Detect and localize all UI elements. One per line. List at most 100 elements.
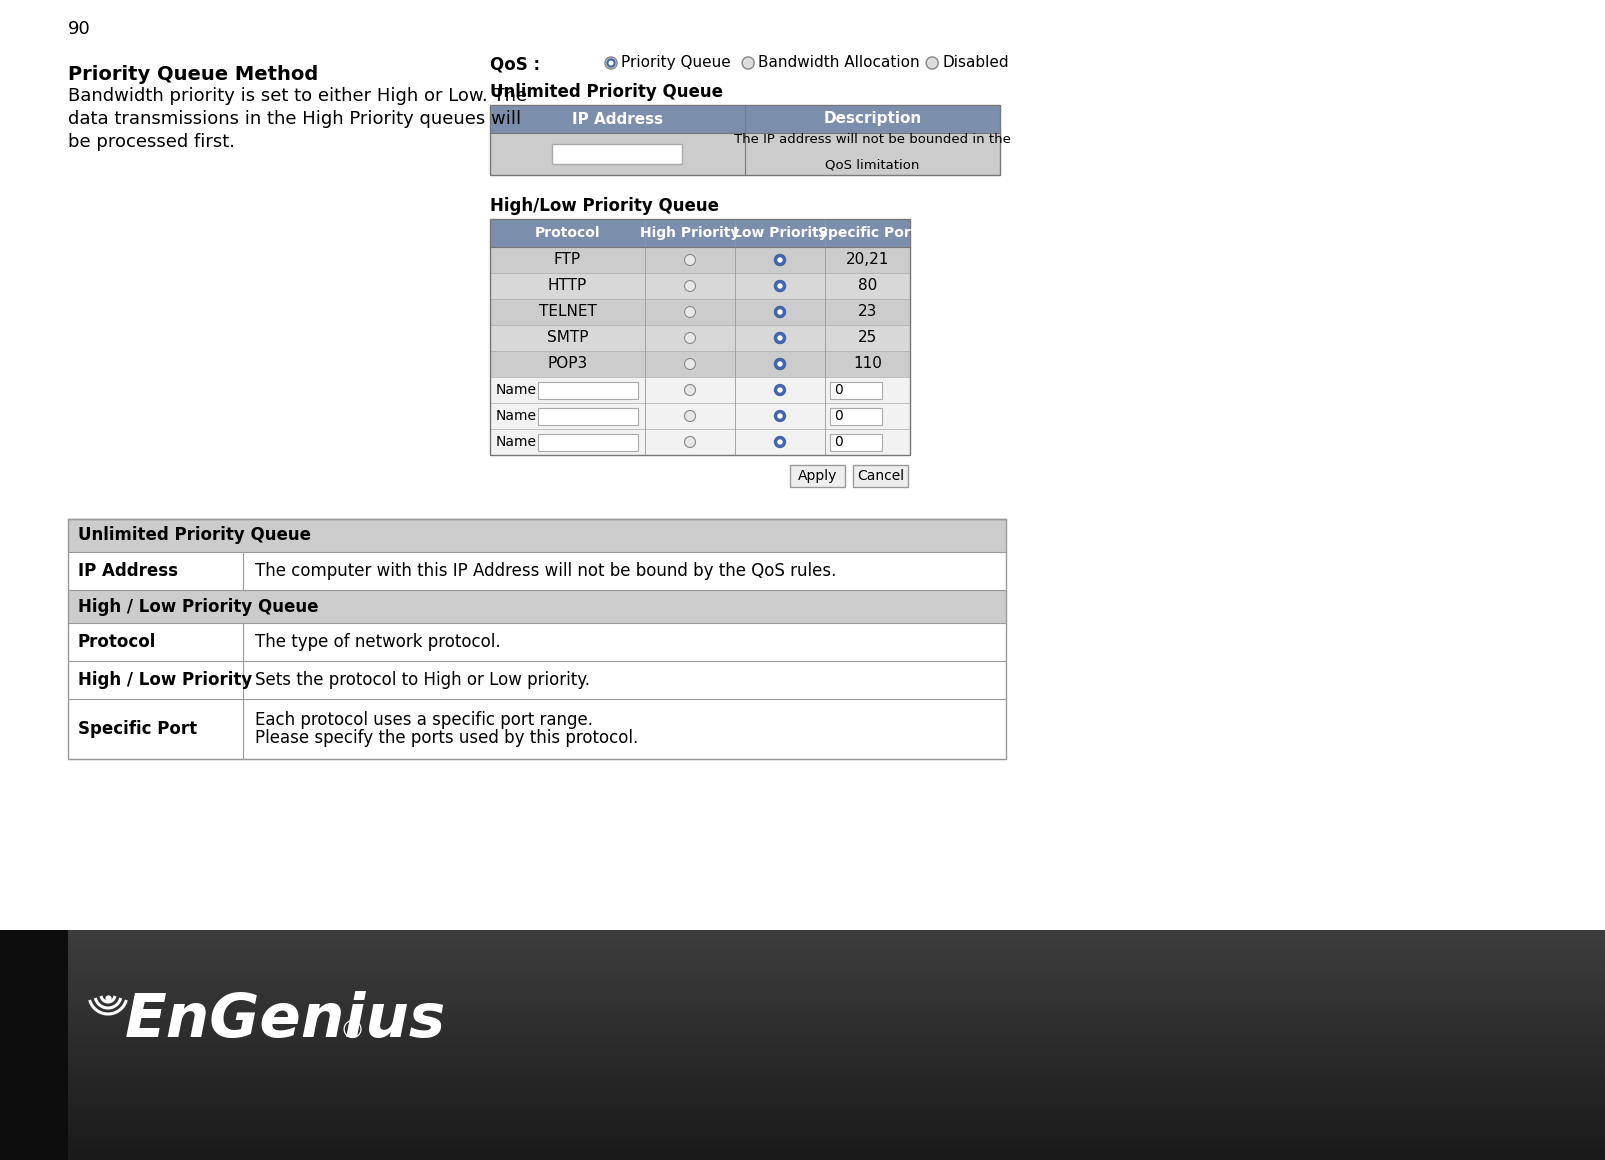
Text: 0: 0	[833, 383, 843, 397]
Text: Sets the protocol to High or Low priority.: Sets the protocol to High or Low priorit…	[255, 670, 589, 689]
Circle shape	[684, 254, 695, 266]
Text: IP Address: IP Address	[571, 111, 663, 126]
Bar	[790, 465, 844, 487]
Circle shape	[774, 281, 785, 291]
Bar	[67, 661, 1005, 699]
Bar	[490, 273, 645, 299]
Circle shape	[926, 57, 937, 68]
Text: SMTP: SMTP	[546, 331, 587, 346]
Bar	[67, 552, 1005, 590]
Text: Disabled: Disabled	[942, 55, 1008, 70]
Text: IP Address: IP Address	[79, 561, 178, 580]
Bar	[67, 623, 1005, 661]
Text: 20,21: 20,21	[846, 253, 889, 268]
Bar	[852, 465, 907, 487]
Bar	[825, 429, 910, 455]
Bar	[735, 377, 825, 403]
Bar	[490, 351, 645, 377]
Bar	[825, 219, 910, 247]
Text: 25: 25	[857, 331, 876, 346]
Bar	[825, 377, 910, 403]
Bar	[538, 382, 637, 399]
Bar	[825, 325, 910, 351]
Bar	[490, 247, 645, 273]
Text: Please specify the ports used by this protocol.: Please specify the ports used by this pr…	[255, 728, 637, 747]
Bar	[825, 351, 910, 377]
Bar	[490, 219, 910, 455]
Text: 80: 80	[857, 278, 876, 293]
Text: High/Low Priority Queue: High/Low Priority Queue	[490, 197, 719, 215]
Bar	[67, 519, 1005, 552]
Text: EnGenius: EnGenius	[125, 991, 446, 1050]
Text: QoS limitation: QoS limitation	[825, 158, 920, 171]
Text: Each protocol uses a specific port range.: Each protocol uses a specific port range…	[255, 711, 592, 728]
Bar	[825, 273, 910, 299]
Text: Apply: Apply	[798, 469, 836, 483]
Bar	[645, 219, 735, 247]
Text: POP3: POP3	[547, 356, 587, 371]
Bar	[645, 325, 735, 351]
Circle shape	[777, 440, 782, 444]
Circle shape	[774, 333, 785, 343]
Circle shape	[608, 61, 613, 65]
Circle shape	[777, 336, 782, 340]
Text: data transmissions in the High Priority queues will: data transmissions in the High Priority …	[67, 110, 520, 128]
Bar	[735, 219, 825, 247]
Bar	[645, 429, 735, 455]
Circle shape	[605, 57, 616, 68]
Bar	[0, 930, 67, 1160]
Circle shape	[774, 358, 785, 370]
Text: Unlimited Priority Queue: Unlimited Priority Queue	[79, 527, 311, 544]
Bar	[825, 403, 910, 429]
Bar	[830, 382, 881, 399]
Text: 0: 0	[833, 409, 843, 423]
Text: The computer with this IP Address will not be bound by the QoS rules.: The computer with this IP Address will n…	[255, 561, 836, 580]
Text: High Priority: High Priority	[640, 226, 740, 240]
Bar	[490, 133, 1000, 175]
Text: 23: 23	[857, 304, 876, 319]
Bar	[538, 434, 637, 450]
Circle shape	[777, 310, 782, 314]
Text: Cancel: Cancel	[857, 469, 904, 483]
Bar	[490, 299, 645, 325]
Bar	[538, 407, 637, 425]
Bar	[735, 247, 825, 273]
Text: 110: 110	[852, 356, 881, 371]
Text: Bandwidth Allocation: Bandwidth Allocation	[758, 55, 920, 70]
Bar	[735, 299, 825, 325]
Text: Name: Name	[496, 435, 536, 449]
Text: FTP: FTP	[554, 253, 581, 268]
Text: Protocol: Protocol	[79, 633, 156, 651]
Text: Protocol: Protocol	[534, 226, 600, 240]
Text: Low Priority: Low Priority	[732, 226, 827, 240]
Circle shape	[777, 362, 782, 367]
Text: The type of network protocol.: The type of network protocol.	[255, 633, 501, 651]
Bar	[490, 325, 645, 351]
Bar	[490, 429, 645, 455]
Bar	[67, 699, 1005, 759]
Circle shape	[684, 333, 695, 343]
Text: Priority Queue Method: Priority Queue Method	[67, 65, 318, 84]
Bar	[645, 351, 735, 377]
Circle shape	[774, 306, 785, 318]
Text: Specific Port: Specific Port	[817, 226, 916, 240]
Text: High / Low Priority Queue: High / Low Priority Queue	[79, 597, 318, 616]
Text: Specific Port: Specific Port	[79, 720, 197, 738]
Circle shape	[777, 258, 782, 262]
Bar	[645, 377, 735, 403]
Bar	[490, 403, 645, 429]
Bar	[490, 106, 1000, 175]
Bar	[735, 429, 825, 455]
Bar	[67, 519, 1005, 759]
Circle shape	[742, 57, 754, 68]
Text: Unlimited Priority Queue: Unlimited Priority Queue	[490, 84, 722, 101]
Circle shape	[684, 436, 695, 448]
Circle shape	[774, 254, 785, 266]
Text: be processed first.: be processed first.	[67, 133, 234, 151]
Bar	[735, 273, 825, 299]
Text: 90: 90	[67, 20, 91, 38]
Circle shape	[684, 411, 695, 421]
Text: Name: Name	[496, 383, 536, 397]
Bar	[67, 590, 1005, 623]
Circle shape	[684, 384, 695, 396]
